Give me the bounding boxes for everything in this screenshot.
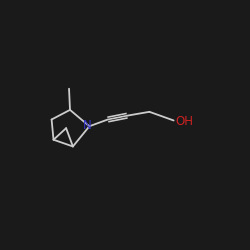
Text: N: N (83, 119, 92, 132)
Text: OH: OH (175, 115, 193, 128)
